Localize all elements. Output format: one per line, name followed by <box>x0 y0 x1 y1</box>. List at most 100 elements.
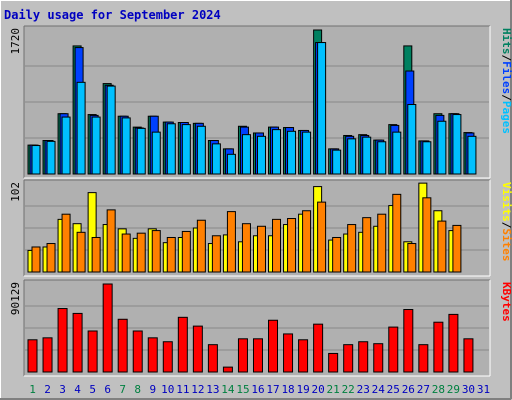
sites-visits-bar-sites-day-29 <box>452 224 462 273</box>
day-label-11: 11 <box>176 383 189 396</box>
kbytes-bar-kbytes-day-22 <box>343 344 354 373</box>
sites-visits-bar-sites-day-28 <box>437 220 447 273</box>
sites-visits-bar-sites-day-19 <box>302 210 312 273</box>
kbytes-bar-kbytes-day-12 <box>192 325 203 373</box>
kbytes-panel: 90129 KBytes <box>9 279 512 377</box>
hits-files-pages-bar-pages-day-2 <box>46 140 56 175</box>
hits-files-pages-bar-pages-day-3 <box>61 116 71 175</box>
kbytes-bar-kbytes-day-24 <box>373 343 384 373</box>
kbytes-bar-kbytes-day-7 <box>117 318 128 373</box>
kbytes-bar-kbytes-day-29 <box>448 313 459 373</box>
hits-files-pages-bar-pages-day-30 <box>467 135 477 175</box>
day-label-19: 19 <box>296 383 309 396</box>
day-label-30: 30 <box>462 383 475 396</box>
hits-files-pages-bar-pages-day-6 <box>106 85 116 175</box>
sites-visits-bar-sites-day-22 <box>347 224 357 273</box>
sites-visits-bar-sites-day-13 <box>211 235 221 273</box>
day-label-18: 18 <box>281 383 294 396</box>
day-label-24: 24 <box>372 383 386 396</box>
sites-visits-bar-sites-day-1 <box>31 246 41 273</box>
sites-visits-bar-sites-day-18 <box>287 218 297 273</box>
hits-files-pages-bar-pages-day-9 <box>151 131 161 175</box>
sites-visits-bar-sites-day-12 <box>196 219 206 273</box>
sites-visits-bar-sites-day-11 <box>181 230 191 273</box>
day-label-16: 16 <box>251 383 264 396</box>
day-label-15: 15 <box>236 383 249 396</box>
kbytes-bar-kbytes-day-26 <box>403 309 414 373</box>
hits-files-pages-bar-pages-day-10 <box>166 123 176 175</box>
sites-visits-bar-sites-day-27 <box>422 197 432 273</box>
hits-files-pages-bar-pages-day-18 <box>287 130 297 175</box>
sites-visits-bar-sites-day-20 <box>317 201 327 273</box>
sites-visits-bar-sites-day-23 <box>362 217 372 273</box>
day-label-31: 31 <box>477 383 490 396</box>
day-label-22: 22 <box>342 383 355 396</box>
hits-files-pages-bar-pages-day-12 <box>196 125 206 175</box>
kbytes-bar-kbytes-day-25 <box>388 326 399 373</box>
sites-visits-bar-sites-day-14 <box>226 211 236 273</box>
kbytes-bar-kbytes-day-19 <box>298 339 309 373</box>
hits-files-pages-bar-pages-day-11 <box>181 124 191 175</box>
sites-visits-bar-sites-day-9 <box>151 230 161 273</box>
kbytes-legend: KBytes <box>500 282 512 322</box>
day-label-25: 25 <box>387 383 400 396</box>
day-label-13: 13 <box>206 383 219 396</box>
sites-visits-legend: Visits/Sites <box>500 182 512 262</box>
hits-files-pages-bar-pages-day-14 <box>226 153 236 175</box>
day-label-20: 20 <box>312 383 325 396</box>
sites-visits-bar-sites-day-15 <box>241 223 251 273</box>
day-label-14: 14 <box>221 383 235 396</box>
hits-files-pages-bar-pages-day-7 <box>121 117 131 175</box>
sites-visits-bar-sites-day-26 <box>407 243 417 273</box>
day-label-17: 17 <box>266 383 279 396</box>
kbytes-bar-kbytes-day-23 <box>358 341 369 373</box>
sites-visits-bar-sites-day-17 <box>272 218 282 273</box>
hits-files-pages-bar-pages-day-27 <box>422 141 432 175</box>
day-label-4: 4 <box>74 383 81 396</box>
hits-files-pages-bar-pages-day-28 <box>437 120 447 175</box>
day-label-21: 21 <box>327 383 340 396</box>
kbytes-bar-kbytes-day-8 <box>132 330 143 373</box>
hits-files-pages-bar-pages-day-17 <box>272 129 282 175</box>
sites-visits-bar-sites-day-10 <box>166 236 176 273</box>
hits-files-pages-bar-pages-day-25 <box>392 131 402 175</box>
sites-visits-bar-sites-day-6 <box>106 209 116 273</box>
kbytes-bar-kbytes-day-9 <box>147 337 158 373</box>
chart-title: Daily usage for September 2024 <box>4 8 221 22</box>
day-label-2: 2 <box>44 383 51 396</box>
kbytes-bar-kbytes-day-18 <box>283 333 294 373</box>
kbytes-bar-kbytes-day-13 <box>207 344 218 373</box>
sites-visits-panel: 102 Visits/Sites <box>9 179 512 277</box>
hits-files-pages-panel: 1720 Hits/Files/Pages <box>9 25 512 179</box>
day-label-3: 3 <box>59 383 66 396</box>
day-label-26: 26 <box>402 383 415 396</box>
day-label-5: 5 <box>89 383 96 396</box>
sites-visits-bar-sites-day-21 <box>332 236 342 273</box>
kbytes-bar-kbytes-day-28 <box>433 321 444 373</box>
sites-visits-bar-sites-day-8 <box>136 232 146 273</box>
kbytes-bar-kbytes-day-10 <box>162 341 173 373</box>
hits-files-pages-bar-pages-day-29 <box>452 114 462 175</box>
hits-files-pages-bar-pages-day-15 <box>241 134 251 175</box>
kbytes-bar-kbytes-day-17 <box>268 319 279 373</box>
sites-visits-bar-sites-day-3 <box>61 213 71 273</box>
hits-files-pages-bar-pages-day-23 <box>362 136 372 175</box>
hits-files-pages-bar-pages-day-1 <box>31 145 41 175</box>
kbytes-bar-kbytes-day-6 <box>102 283 113 373</box>
kbytes-bar-kbytes-day-11 <box>177 316 188 373</box>
hits-files-pages-bar-pages-day-20 <box>317 42 327 175</box>
hits-files-pages-bar-pages-day-8 <box>136 127 146 175</box>
day-label-23: 23 <box>357 383 370 396</box>
kbytes-bar-kbytes-day-15 <box>237 338 248 373</box>
sites-visits-bar-sites-day-16 <box>256 225 266 273</box>
sites-visits-bar-sites-day-24 <box>377 213 387 273</box>
kbytes-bar-kbytes-day-21 <box>328 352 339 373</box>
day-label-1: 1 <box>29 383 36 396</box>
hits-files-pages-ymax-label: 1720 <box>9 28 22 55</box>
kbytes-ymax-label: 90129 <box>9 282 22 315</box>
hits-files-pages-bar-pages-day-26 <box>407 104 417 175</box>
hits-files-pages-bar-pages-day-4 <box>76 81 86 175</box>
day-label-6: 6 <box>104 383 111 396</box>
